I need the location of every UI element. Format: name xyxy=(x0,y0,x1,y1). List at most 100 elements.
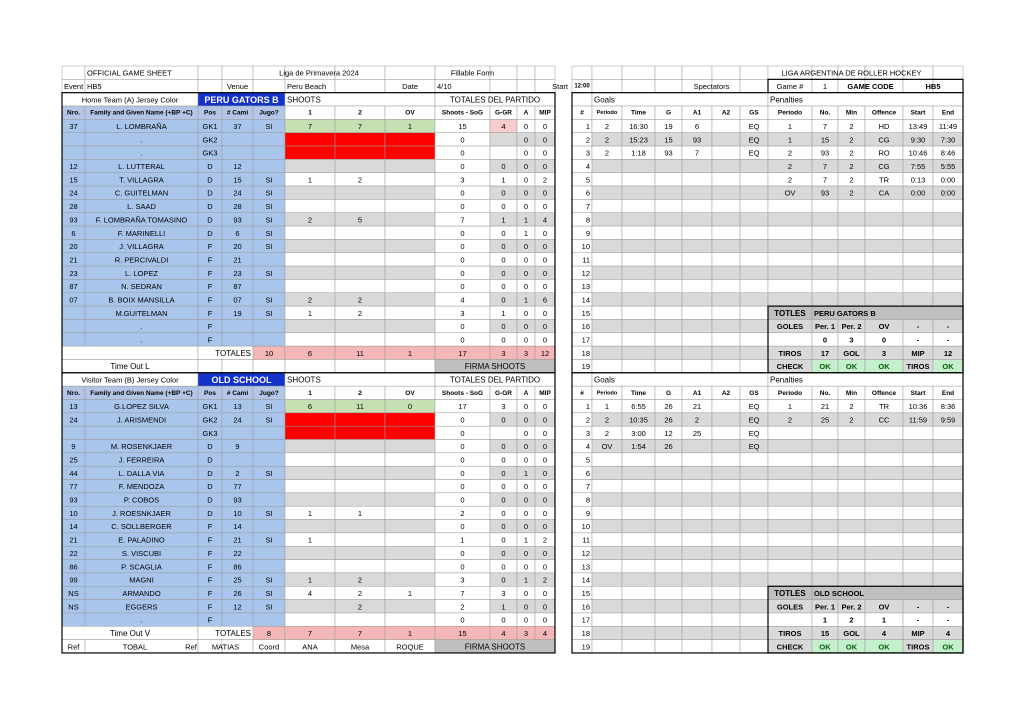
cell xyxy=(384,279,436,294)
cell xyxy=(864,265,904,280)
player-cell: 0 xyxy=(524,496,528,505)
cell xyxy=(902,239,934,254)
cell xyxy=(334,252,386,267)
cell xyxy=(711,225,741,240)
player-cell: 7 xyxy=(358,122,362,131)
cell xyxy=(252,359,286,374)
cell-text: Penalties xyxy=(770,375,803,384)
column-header: Start xyxy=(911,390,927,397)
player-cell: SI xyxy=(265,416,272,425)
penalty-cell: 5:55 xyxy=(941,162,956,171)
summary-text: 2 xyxy=(849,616,853,625)
cell xyxy=(902,199,934,213)
summary-text: - xyxy=(917,322,920,331)
cell xyxy=(197,65,223,80)
cell-text: Spectators xyxy=(694,82,730,91)
column-header: MIP xyxy=(539,390,551,397)
cell xyxy=(384,425,436,440)
cell xyxy=(837,505,866,520)
cell xyxy=(591,505,623,520)
cell xyxy=(284,612,336,627)
player-cell: 0 xyxy=(460,242,464,251)
cell xyxy=(711,119,741,133)
player-cell: F xyxy=(208,589,213,598)
cell xyxy=(739,639,769,654)
column-header: Time xyxy=(631,110,646,117)
player-cell: 3 xyxy=(501,589,505,598)
cell xyxy=(591,599,623,614)
cell xyxy=(902,425,934,440)
cell xyxy=(681,505,713,520)
player-cell: 0 xyxy=(543,469,547,478)
cell xyxy=(284,439,336,454)
cell xyxy=(591,319,623,334)
total-cell: 12 xyxy=(541,349,549,358)
cell-text: Visitor Team (B) Jersey Color xyxy=(81,375,179,384)
player-cell: G.LOPEZ SILVA xyxy=(114,402,169,411)
cell-text: Venue xyxy=(227,82,248,91)
player-cell: GK3 xyxy=(202,429,217,438)
player-cell: 77 xyxy=(69,482,77,491)
column-header: G xyxy=(666,110,671,117)
player-cell: 0 xyxy=(460,482,464,491)
player-cell: 99 xyxy=(69,576,77,585)
row-number: 13 xyxy=(582,562,590,571)
player-cell: 0 xyxy=(524,402,528,411)
player-cell: 0 xyxy=(460,202,464,211)
cell xyxy=(591,559,623,574)
player-cell: 0 xyxy=(524,442,528,451)
cell xyxy=(681,345,713,360)
cell xyxy=(739,599,769,614)
player-cell: 0 xyxy=(524,282,528,291)
cell xyxy=(384,252,436,267)
cell xyxy=(384,332,436,347)
cell xyxy=(711,359,741,374)
player-cell: 5 xyxy=(358,215,362,224)
cell xyxy=(811,492,839,507)
cell xyxy=(591,65,623,80)
cell xyxy=(767,479,813,494)
cell xyxy=(932,479,964,494)
cell xyxy=(284,545,336,560)
cell xyxy=(681,252,713,267)
player-cell: 1 xyxy=(408,122,412,131)
cell xyxy=(767,199,813,213)
player-cell: 4 xyxy=(460,295,464,304)
cell xyxy=(252,559,286,574)
cell xyxy=(681,159,713,173)
cell xyxy=(739,345,769,360)
cell xyxy=(252,79,286,93)
column-header: Offence xyxy=(872,110,897,117)
player-cell: 0 xyxy=(501,482,505,491)
cell xyxy=(681,292,713,307)
cell-text: TOTALES DEL PARTIDO xyxy=(450,375,540,384)
cell xyxy=(654,212,683,227)
player-cell: 0 xyxy=(460,549,464,558)
column-header: Min xyxy=(846,110,857,117)
player-cell: 2 xyxy=(543,576,547,585)
column-header: A xyxy=(524,390,529,397)
cell xyxy=(61,612,86,627)
summary-text: Per. 2 xyxy=(841,602,861,611)
player-cell: 0 xyxy=(543,522,547,531)
player-cell: 0 xyxy=(524,122,528,131)
penalty-cell: 2 xyxy=(849,122,853,131)
cell xyxy=(654,479,683,494)
player-cell: 0 xyxy=(524,135,528,144)
player-cell: 1 xyxy=(308,509,312,518)
player-cell: D xyxy=(207,202,213,211)
penalty-cell: 2 xyxy=(849,189,853,198)
cell xyxy=(739,239,769,254)
cell xyxy=(739,532,769,547)
cell xyxy=(837,199,866,213)
cell xyxy=(334,79,386,93)
cell xyxy=(384,545,436,560)
column-header: Jugo? xyxy=(259,390,279,397)
player-cell: F xyxy=(208,295,213,304)
column-header: Min xyxy=(846,390,857,397)
player-cell: J. ARISMENDI xyxy=(117,416,166,425)
official-text: Coord xyxy=(259,642,279,651)
player-cell: 1 xyxy=(524,469,528,478)
goal-cell: 1:54 xyxy=(631,442,646,451)
cell xyxy=(384,465,436,480)
